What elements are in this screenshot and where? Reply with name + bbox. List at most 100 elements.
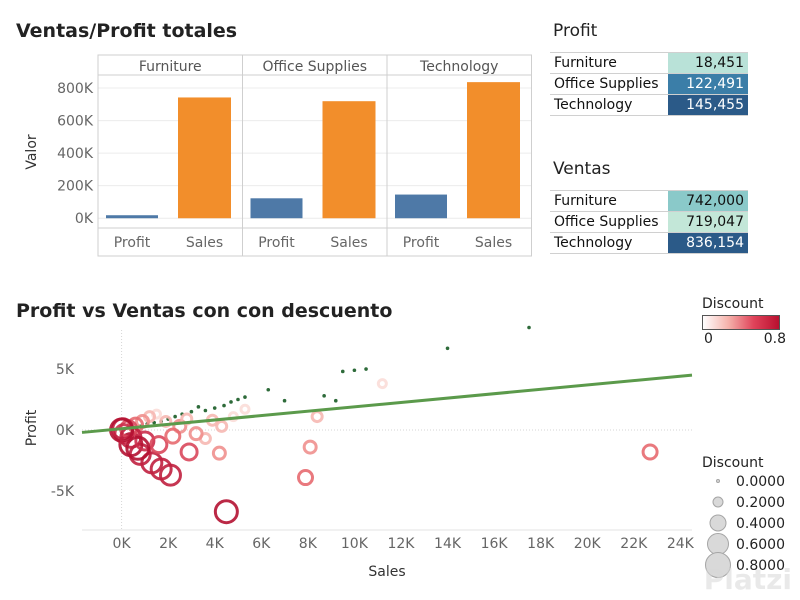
scatter-point	[205, 413, 219, 427]
color-ramp	[702, 315, 780, 330]
row-label: Office Supplies	[550, 73, 668, 95]
scatter-point	[297, 469, 315, 487]
bar-chart-title: Ventas/Profit totales	[16, 20, 238, 42]
bar-sales	[178, 97, 231, 219]
row-label: Furniture	[550, 52, 668, 74]
x-tick-label: 4K	[206, 536, 225, 552]
table-row: Furniture 742,000	[550, 190, 748, 212]
y-axis-title: Valor	[24, 134, 40, 170]
scatter-point	[203, 408, 208, 413]
x-tick-label: 8K	[299, 536, 318, 552]
scatter-point	[166, 417, 170, 421]
x-tick-label: 6K	[252, 536, 271, 552]
x-tick-label: Profit	[114, 235, 151, 251]
scatter-point	[135, 413, 151, 429]
scatter-point	[119, 425, 143, 449]
y-tick-label: 5K	[56, 362, 75, 378]
row-value: 719,047	[668, 211, 748, 233]
x-tick-label: 14K	[434, 536, 462, 552]
scatter-point	[159, 414, 173, 428]
scatter-point	[641, 443, 659, 461]
scatter-point	[158, 463, 182, 487]
x-tick-label: 20K	[574, 536, 602, 552]
y-tick-label: 600K	[57, 114, 94, 130]
x-tick-label: 22K	[620, 536, 648, 552]
x-tick-label: 16K	[481, 536, 509, 552]
ventas-table: Furniture 742,000 Office Supplies 719,047 …	[550, 190, 748, 254]
scatter-point	[164, 427, 182, 445]
scatter-point	[138, 424, 143, 429]
size-legend-label: 0.2000	[736, 495, 785, 511]
panel-frame	[386, 54, 532, 257]
table-row: Technology 145,455	[550, 94, 748, 116]
scatter-point	[266, 387, 271, 392]
size-legend: Discount	[702, 455, 763, 471]
x-tick-label: 24K	[667, 536, 695, 552]
scatter-point	[151, 408, 163, 420]
trend-line	[81, 373, 693, 434]
scatter-point	[159, 419, 163, 424]
panel-header-label: Office Supplies	[262, 59, 367, 75]
bar-profit	[250, 198, 303, 219]
scatter-point	[243, 395, 247, 399]
scatter-point	[173, 414, 177, 419]
scatter-point	[213, 499, 239, 525]
scatter-point	[215, 419, 229, 433]
size-legend-label: 0.6000	[736, 537, 785, 553]
x-tick-label: 10K	[341, 536, 369, 552]
scatter-point	[180, 412, 184, 416]
scatter-point	[113, 423, 135, 445]
bar-sales	[467, 82, 520, 219]
y-tick-label: 400K	[57, 146, 94, 162]
scatter-point	[179, 442, 199, 462]
scatter-point	[282, 398, 287, 403]
x-tick-label: 18K	[527, 536, 555, 552]
row-value: 836,154	[668, 232, 748, 254]
x-tick-label: 12K	[387, 536, 415, 552]
scatter-point	[134, 430, 156, 452]
scatter-point	[188, 426, 204, 442]
watermark: Platzi	[703, 563, 792, 596]
row-value: 18,451	[668, 52, 748, 74]
row-label: Office Supplies	[550, 211, 668, 233]
y-tick-label: 0K	[56, 423, 75, 439]
size-legend-marker	[707, 533, 729, 555]
size-legend-label: 0.4000	[736, 516, 785, 532]
scatter-point	[227, 411, 239, 423]
scatter-point	[236, 397, 240, 402]
scatter-point	[310, 410, 324, 424]
scatter-point	[364, 367, 368, 371]
x-tick-label: 0K	[113, 536, 132, 552]
scatter-point	[527, 325, 531, 330]
table-row: Technology 836,154	[550, 232, 748, 254]
size-legend-marker	[705, 552, 731, 578]
size-legend-label: 0.0000	[736, 474, 785, 490]
bar-profit	[395, 194, 447, 219]
panel-header-label: Technology	[419, 59, 498, 75]
scatter-point	[239, 403, 251, 415]
profit-table: Furniture 18,451 Office Supplies 122,491 T…	[550, 52, 748, 116]
scatter-point	[322, 394, 326, 398]
scatter-point	[149, 457, 173, 481]
ventas-table-title: Ventas	[553, 159, 611, 179]
x-tick-label: Sales	[475, 235, 512, 251]
size-legend-marker	[716, 479, 720, 483]
size-legend-marks: 0.0000 0.2000 0.4000 0.6000 0.8000	[705, 474, 785, 578]
table-row: Furniture 18,451	[550, 52, 748, 74]
row-label: Technology	[550, 232, 668, 254]
bar-sales	[322, 101, 376, 219]
scatter-point	[445, 346, 450, 351]
scatter-point	[172, 418, 188, 434]
x-tick-label: Sales	[186, 235, 223, 251]
scatter-point	[376, 378, 388, 390]
scatter-point	[229, 400, 233, 404]
y-tick-label: 800K	[57, 81, 94, 97]
scatter-point	[128, 442, 152, 466]
y-tick-label: 200K	[57, 179, 94, 195]
bar-profit	[106, 215, 158, 219]
size-legend-label: 0.8000	[736, 558, 785, 574]
x-tick-label: 2K	[159, 536, 178, 552]
scatter-point	[222, 403, 226, 408]
color-legend-max: 0.8	[763, 331, 786, 347]
scatter-point	[212, 406, 217, 410]
